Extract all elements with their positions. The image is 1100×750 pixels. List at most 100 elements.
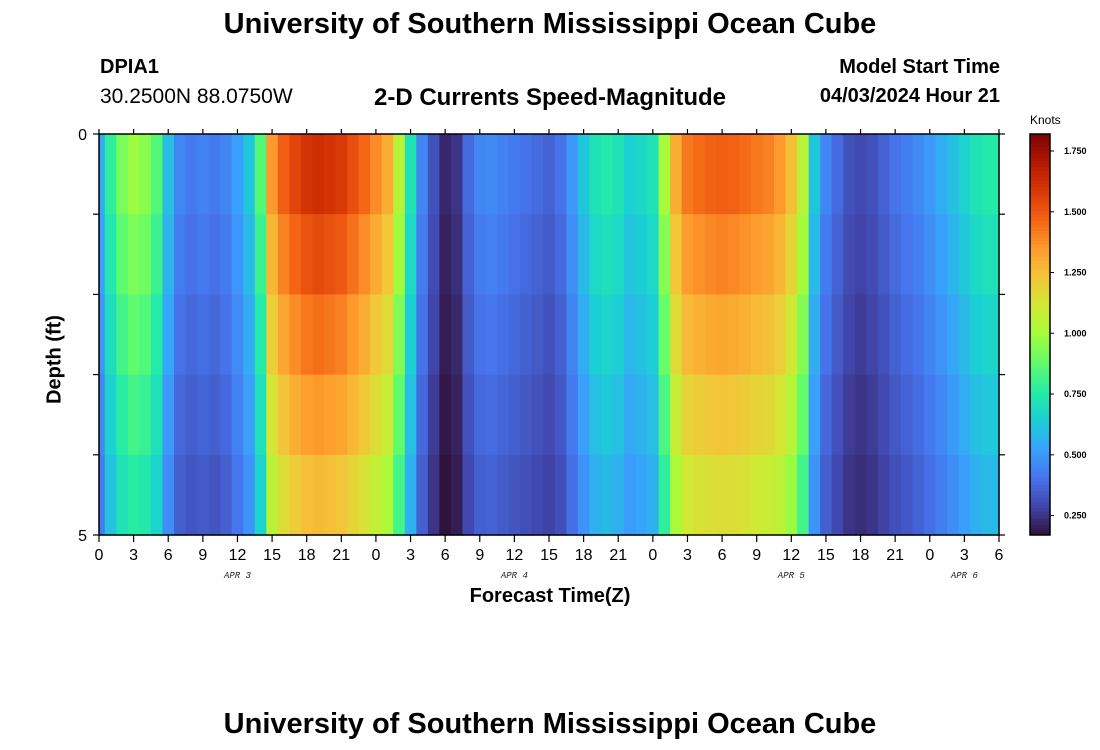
colorbar-segment	[1030, 464, 1050, 469]
heatmap-cell	[289, 214, 302, 295]
heatmap-cell	[624, 214, 637, 295]
heatmap-cell	[716, 134, 729, 215]
heatmap-cell	[600, 214, 614, 295]
heatmap-cell	[254, 134, 267, 215]
heatmap-cell	[958, 134, 971, 215]
heatmap-cell	[543, 374, 556, 456]
heatmap-cell	[566, 374, 579, 456]
x-tick-label: 9	[198, 547, 207, 564]
heatmap-cell	[231, 374, 244, 456]
heatmap-cell	[370, 294, 383, 376]
heatmap-cell	[797, 214, 810, 295]
heatmap-cell	[785, 454, 798, 536]
heatmap-cell	[797, 134, 810, 215]
heatmap-cell	[277, 214, 290, 295]
heatmap-cell	[554, 214, 567, 295]
y-tick-label: 0	[78, 127, 87, 144]
heatmap-cell	[520, 454, 533, 536]
heatmap-cell	[958, 294, 971, 376]
heatmap-cell	[404, 134, 417, 215]
x-tick-label: 18	[575, 547, 593, 564]
x-tick-label: 15	[263, 547, 281, 564]
heatmap-cell	[820, 134, 833, 215]
heatmap-cell	[704, 454, 717, 536]
heatmap-cell	[497, 374, 510, 456]
heatmap-cell	[854, 454, 867, 536]
heatmap-cell	[981, 294, 994, 376]
colorbar-segment	[1030, 384, 1050, 389]
colorbar-segment	[1030, 250, 1050, 255]
heatmap-cell	[600, 134, 614, 215]
heatmap-cell	[727, 134, 740, 215]
colorbar-segment	[1030, 444, 1050, 449]
heatmap-cell	[99, 294, 106, 376]
heatmap-cell	[635, 134, 648, 215]
heatmap-cell	[450, 214, 464, 295]
x-tick-label: 3	[129, 547, 138, 564]
colorbar-tick-label: 0.500	[1064, 450, 1087, 460]
heatmap-cell	[612, 214, 625, 295]
heatmap-cell	[670, 374, 683, 456]
heatmap-cell	[139, 214, 152, 295]
y-tick-label: 5	[78, 528, 87, 545]
heatmap-cell	[727, 374, 740, 456]
heatmap-cell	[370, 454, 383, 536]
colorbar-segment	[1030, 451, 1050, 456]
colorbar-segment	[1030, 331, 1050, 335]
heatmap-cell	[174, 294, 187, 376]
colorbar-segment	[1030, 404, 1050, 409]
heatmap-cell	[116, 134, 129, 215]
heatmap-cell	[208, 374, 221, 456]
heatmap-cell	[566, 454, 579, 536]
heatmap-cell	[900, 214, 914, 295]
heatmap-cell	[520, 374, 533, 456]
x-tick-label: 3	[406, 547, 415, 564]
heatmap-cell	[877, 454, 890, 536]
heatmap-cell	[266, 214, 279, 295]
colorbar-segment	[1030, 424, 1050, 429]
colorbar-segment	[1030, 274, 1050, 279]
heatmap-cell	[127, 294, 140, 376]
colorbar-segment	[1030, 434, 1050, 439]
heatmap-cell	[324, 454, 337, 536]
heatmap-cell	[277, 454, 290, 536]
heatmap-cell	[670, 294, 683, 376]
colorbar-segment	[1030, 521, 1050, 526]
heatmap-cell	[635, 454, 648, 536]
heatmap-cell	[924, 374, 937, 456]
heatmap-cell	[981, 374, 994, 456]
x-tick-label: 12	[229, 547, 247, 564]
heatmap-cell	[889, 374, 902, 456]
heatmap-cell	[104, 294, 117, 376]
colorbar-segment	[1030, 281, 1050, 285]
heatmap-cell	[970, 294, 983, 376]
heatmap-cell	[785, 374, 798, 456]
x-tick-label: 6	[441, 547, 450, 564]
colorbar-segment	[1030, 414, 1050, 419]
colorbar-segment	[1030, 498, 1050, 503]
colorbar-segment	[1030, 494, 1050, 499]
heatmap-cell	[681, 134, 694, 215]
heatmap-cell	[474, 374, 487, 456]
heatmap-cell	[774, 214, 787, 295]
heatmap-cell	[797, 374, 810, 456]
x-axis-label: Forecast Time(Z)	[469, 585, 631, 607]
heatmap-cell	[104, 214, 117, 295]
heatmap-cell	[300, 134, 314, 215]
heatmap-cell	[727, 294, 740, 376]
heatmap-cell	[577, 454, 590, 536]
x-tick-label: 9	[752, 547, 761, 564]
heatmap-cell	[497, 294, 510, 376]
heatmap-cell	[704, 294, 717, 376]
colorbar-segment	[1030, 134, 1050, 138]
heatmap-cell	[970, 214, 983, 295]
heatmap-cell	[739, 294, 752, 376]
heatmap-cell	[508, 454, 521, 536]
heatmap-cell	[589, 454, 602, 536]
heatmap-cell	[981, 454, 994, 536]
colorbar-segment	[1030, 524, 1050, 529]
heatmap-cell	[335, 454, 348, 536]
heatmap-cell	[531, 454, 544, 536]
colorbar-segment	[1030, 254, 1050, 259]
heatmap-cell	[531, 134, 544, 215]
